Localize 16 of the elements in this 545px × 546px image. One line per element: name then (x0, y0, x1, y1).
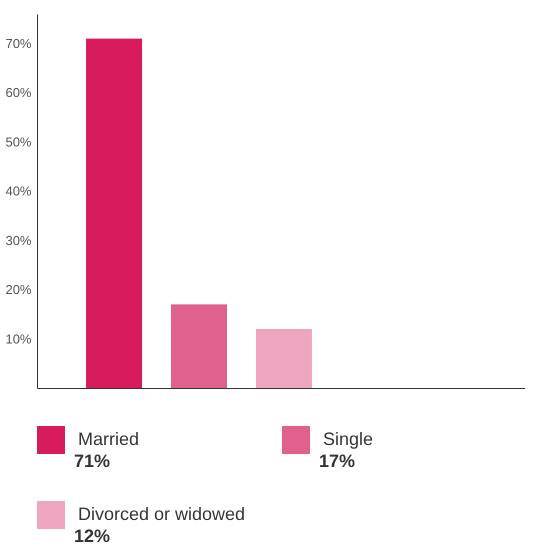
bar (171, 304, 227, 388)
y-tick-label: 30% (5, 232, 32, 248)
y-tick-label: 10% (5, 331, 32, 346)
y-tick-label: 40% (5, 184, 32, 199)
legend-label: Married (78, 429, 140, 449)
text: 12% (74, 526, 110, 546)
y-tick-label: 60% (5, 85, 32, 100)
bar (86, 38, 142, 388)
text: 17% (319, 451, 356, 471)
text: 71% (74, 451, 110, 471)
legend-label: Single (323, 429, 374, 449)
y-tick-label: 50% (5, 134, 32, 150)
y-tick-label: 20% (5, 282, 32, 298)
legend-label: Divorced or widowed (78, 504, 246, 524)
y-tick-label: 70% (5, 36, 32, 52)
bar (256, 328, 312, 388)
